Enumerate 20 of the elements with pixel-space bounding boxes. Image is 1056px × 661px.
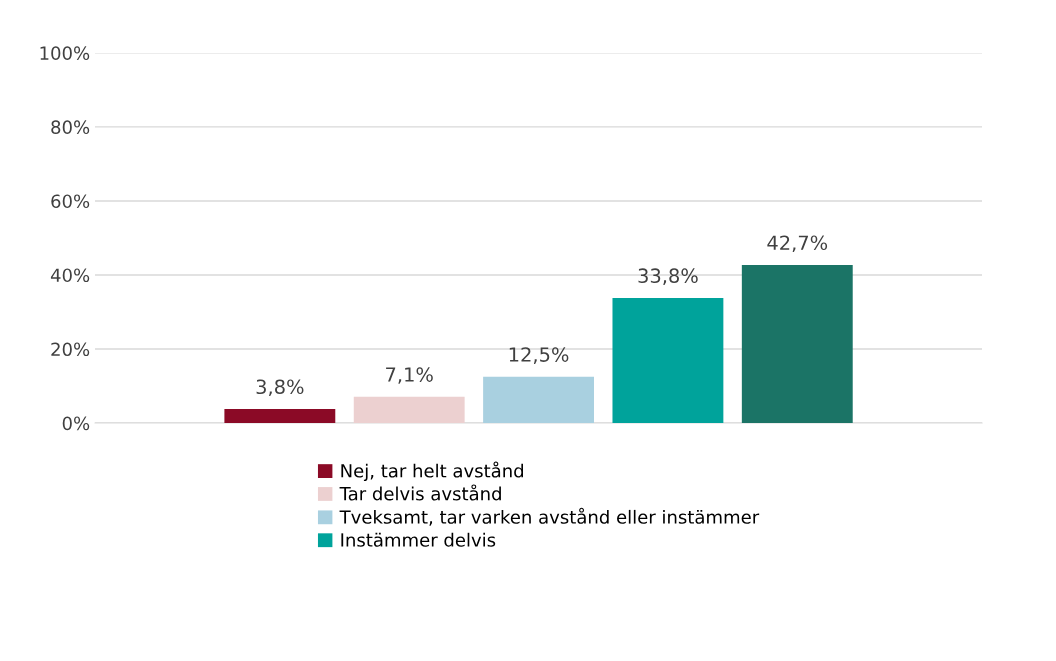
y-tick-label: 80% xyxy=(51,120,90,135)
bar xyxy=(224,408,336,424)
y-tick-label: 60% xyxy=(51,194,90,209)
y-tick-label: 0% xyxy=(62,416,90,431)
bar xyxy=(741,264,853,424)
legend-label: Nej, tar helt avstånd xyxy=(341,461,523,482)
y-tick-label: 100% xyxy=(40,46,90,60)
legend-label: Tar delvis avstånd xyxy=(339,484,501,501)
y-tick-label: 20% xyxy=(51,342,90,357)
data-label: 3,8% xyxy=(256,379,304,397)
bar xyxy=(353,396,465,424)
bar xyxy=(612,297,724,424)
data-label: 42,7% xyxy=(767,235,828,253)
data-label: 7,1% xyxy=(386,367,433,384)
bar xyxy=(483,376,594,424)
legend-label: Instämmer delvis xyxy=(341,532,496,547)
y-tick-label: 40% xyxy=(50,268,90,283)
legend-label: Tveksamt, tar varken avstånd eller instämmer xyxy=(339,507,760,526)
data-label: 33,8% xyxy=(638,268,698,286)
data-label: 12,5% xyxy=(509,347,569,364)
